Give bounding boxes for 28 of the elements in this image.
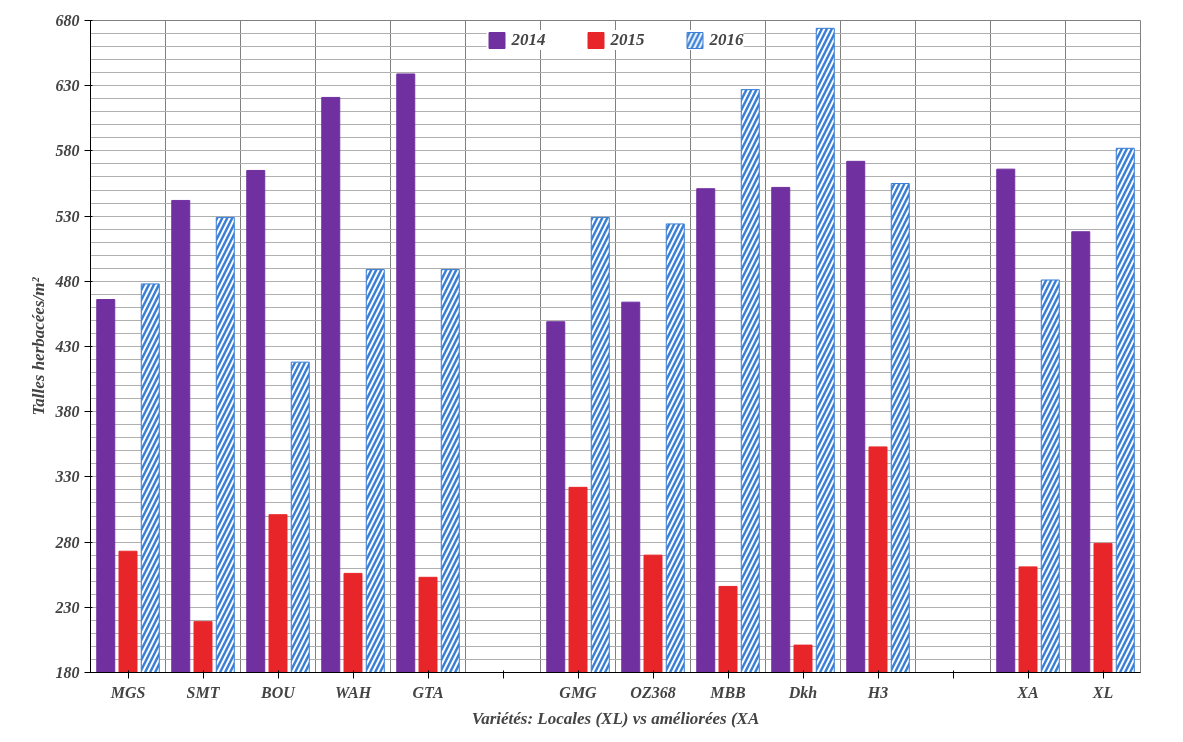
y-tick-label: 180 bbox=[55, 664, 80, 681]
y-tick-label: 680 bbox=[55, 12, 80, 29]
y-tick-label: 480 bbox=[54, 272, 80, 290]
y-tick-label: 230 bbox=[54, 598, 80, 616]
y-tick-label: 580 bbox=[55, 142, 80, 160]
x-axis-title: Variétés: Locales (XL) vs améliorées (XA bbox=[471, 708, 760, 728]
x-tick-label: MGS bbox=[109, 683, 146, 701]
x-tick-label: H3 bbox=[866, 683, 889, 701]
y-tick-label: 380 bbox=[54, 403, 80, 421]
y-tick-label: 330 bbox=[54, 468, 80, 486]
y-tick-label: 530 bbox=[55, 207, 80, 225]
x-tick-label: GMG bbox=[559, 683, 598, 701]
x-tick-label: XA bbox=[1016, 683, 1039, 701]
legend-label: 2014 bbox=[511, 30, 546, 50]
legend-label: 2015 bbox=[610, 30, 645, 50]
x-tick-label: OZ368 bbox=[630, 683, 676, 701]
y-tick-label: 430 bbox=[54, 338, 80, 355]
x-tick-label: GTA bbox=[412, 683, 444, 701]
x-tick-label: BOU bbox=[260, 683, 297, 701]
x-tick-label: MBB bbox=[709, 683, 747, 701]
y-axis-title: Talles herbacées/m² bbox=[28, 276, 48, 416]
y-tick-label: 630 bbox=[55, 77, 80, 95]
legend-label: 2016 bbox=[709, 30, 744, 50]
x-tick-label: XL bbox=[1091, 683, 1114, 701]
x-tick-label: Dkh bbox=[787, 683, 818, 701]
x-tick-label: SMT bbox=[186, 683, 221, 701]
x-tick-label: WAH bbox=[334, 683, 372, 701]
y-tick-label: 280 bbox=[54, 533, 80, 551]
